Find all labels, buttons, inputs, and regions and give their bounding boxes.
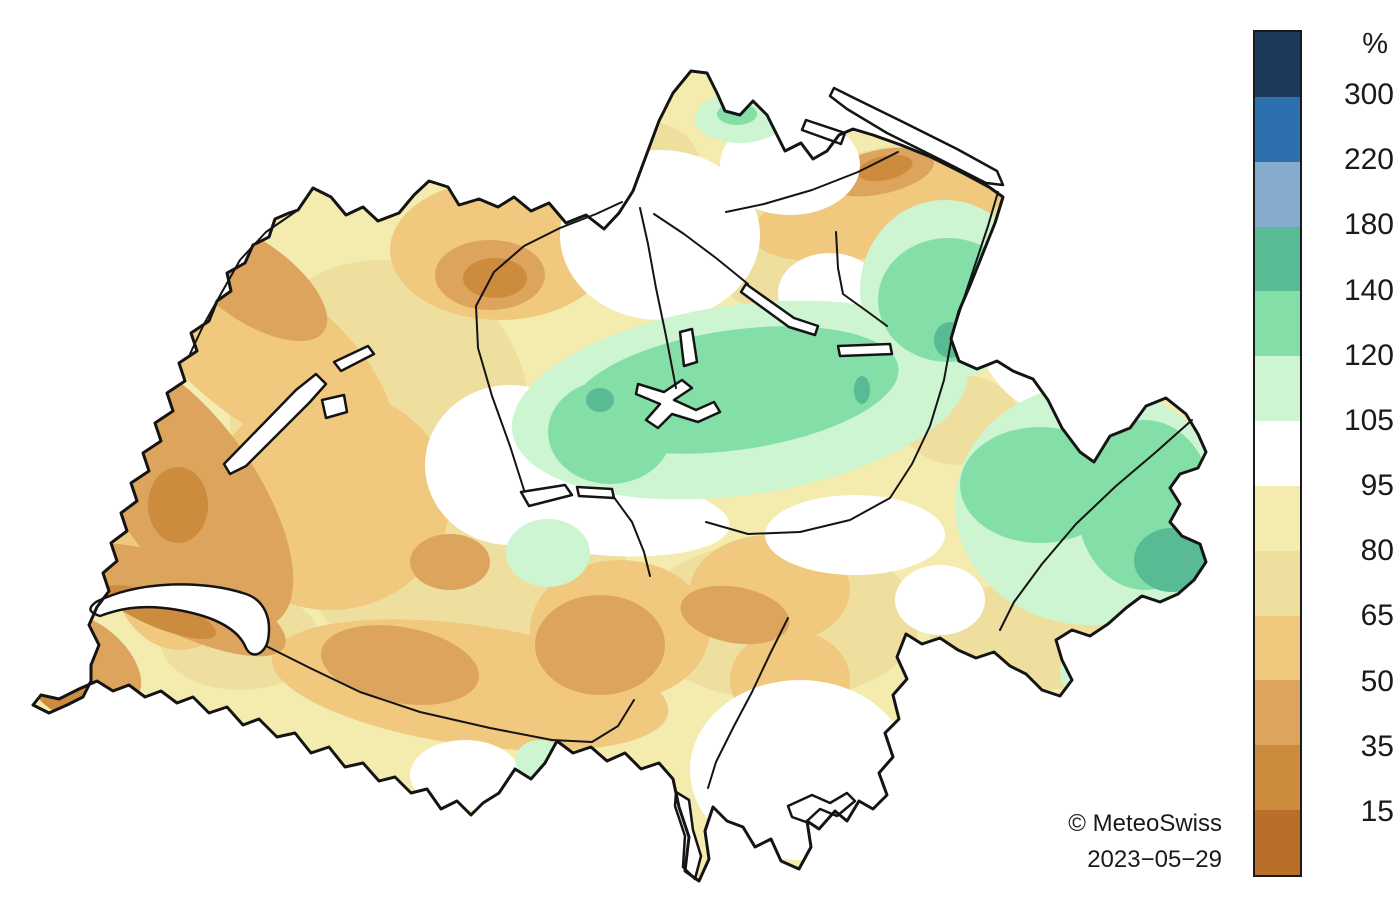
colorbar-tick-label: 120: [1316, 340, 1394, 372]
lake-brienz: [577, 487, 614, 498]
colorbar-tick-label: 105: [1316, 405, 1394, 437]
colorbar-segment: [1255, 356, 1300, 421]
colorbar-tick-label: 220: [1316, 144, 1394, 176]
region-fill: [463, 258, 527, 298]
colorbar-tick-label: 35: [1316, 731, 1394, 763]
colorbar-segment: [1255, 97, 1300, 162]
colorbar-segment: [1255, 291, 1300, 356]
lake-walen: [838, 344, 892, 356]
region-fill: [148, 467, 208, 543]
colorbar-tick-label: 180: [1316, 209, 1394, 241]
region-fill: [1134, 528, 1210, 592]
colorbar-tick-label: 80: [1316, 535, 1394, 567]
region-fill: [1060, 642, 1130, 702]
lake-constance-untersee: [802, 120, 845, 144]
colorbar-unit-label: %: [1316, 28, 1388, 60]
region-fill: [895, 565, 985, 635]
colorbar-segment: [1255, 486, 1300, 551]
region-fill: [535, 595, 665, 695]
colorbar-segment: [1255, 680, 1300, 745]
colorbar-segment: [1255, 162, 1300, 227]
colorbar: [1253, 30, 1302, 877]
colorbar-segment: [1255, 32, 1300, 97]
colorbar-tick-label: 65: [1316, 600, 1394, 632]
colorbar-tick-label: 300: [1316, 79, 1394, 111]
colorbar-segment: [1255, 810, 1300, 875]
meteoswiss-map-page: 300 220 180 140 120 105 95 80 65 50 35 15 % © Meteo…: [0, 0, 1400, 905]
region-fill: [410, 534, 490, 590]
fill-regions: [0, 0, 1240, 905]
region-fill: [765, 495, 945, 575]
region-fill: [1078, 674, 1118, 702]
colorbar-tick-label: 140: [1316, 275, 1394, 307]
colorbar-tick-label: 15: [1316, 796, 1394, 828]
region-fill: [506, 519, 590, 587]
colorbar-segment: [1255, 551, 1300, 616]
region-fill: [854, 376, 870, 404]
colorbar-tick-label: 95: [1316, 470, 1394, 502]
colorbar-segment: [1255, 227, 1300, 292]
colorbar-segment: [1255, 745, 1300, 810]
switzerland-map: [0, 0, 1240, 905]
copyright-text: © MeteoSwiss: [1068, 806, 1222, 842]
colorbar-segment: [1255, 616, 1300, 681]
colorbar-segment: [1255, 421, 1300, 486]
region-fill: [410, 740, 520, 810]
region-fill: [690, 680, 910, 860]
attribution: © MeteoSwiss 2023−05−29: [1068, 806, 1222, 878]
colorbar-tick-label: 50: [1316, 666, 1394, 698]
region-fill: [586, 388, 614, 412]
date-text: 2023−05−29: [1068, 842, 1222, 878]
